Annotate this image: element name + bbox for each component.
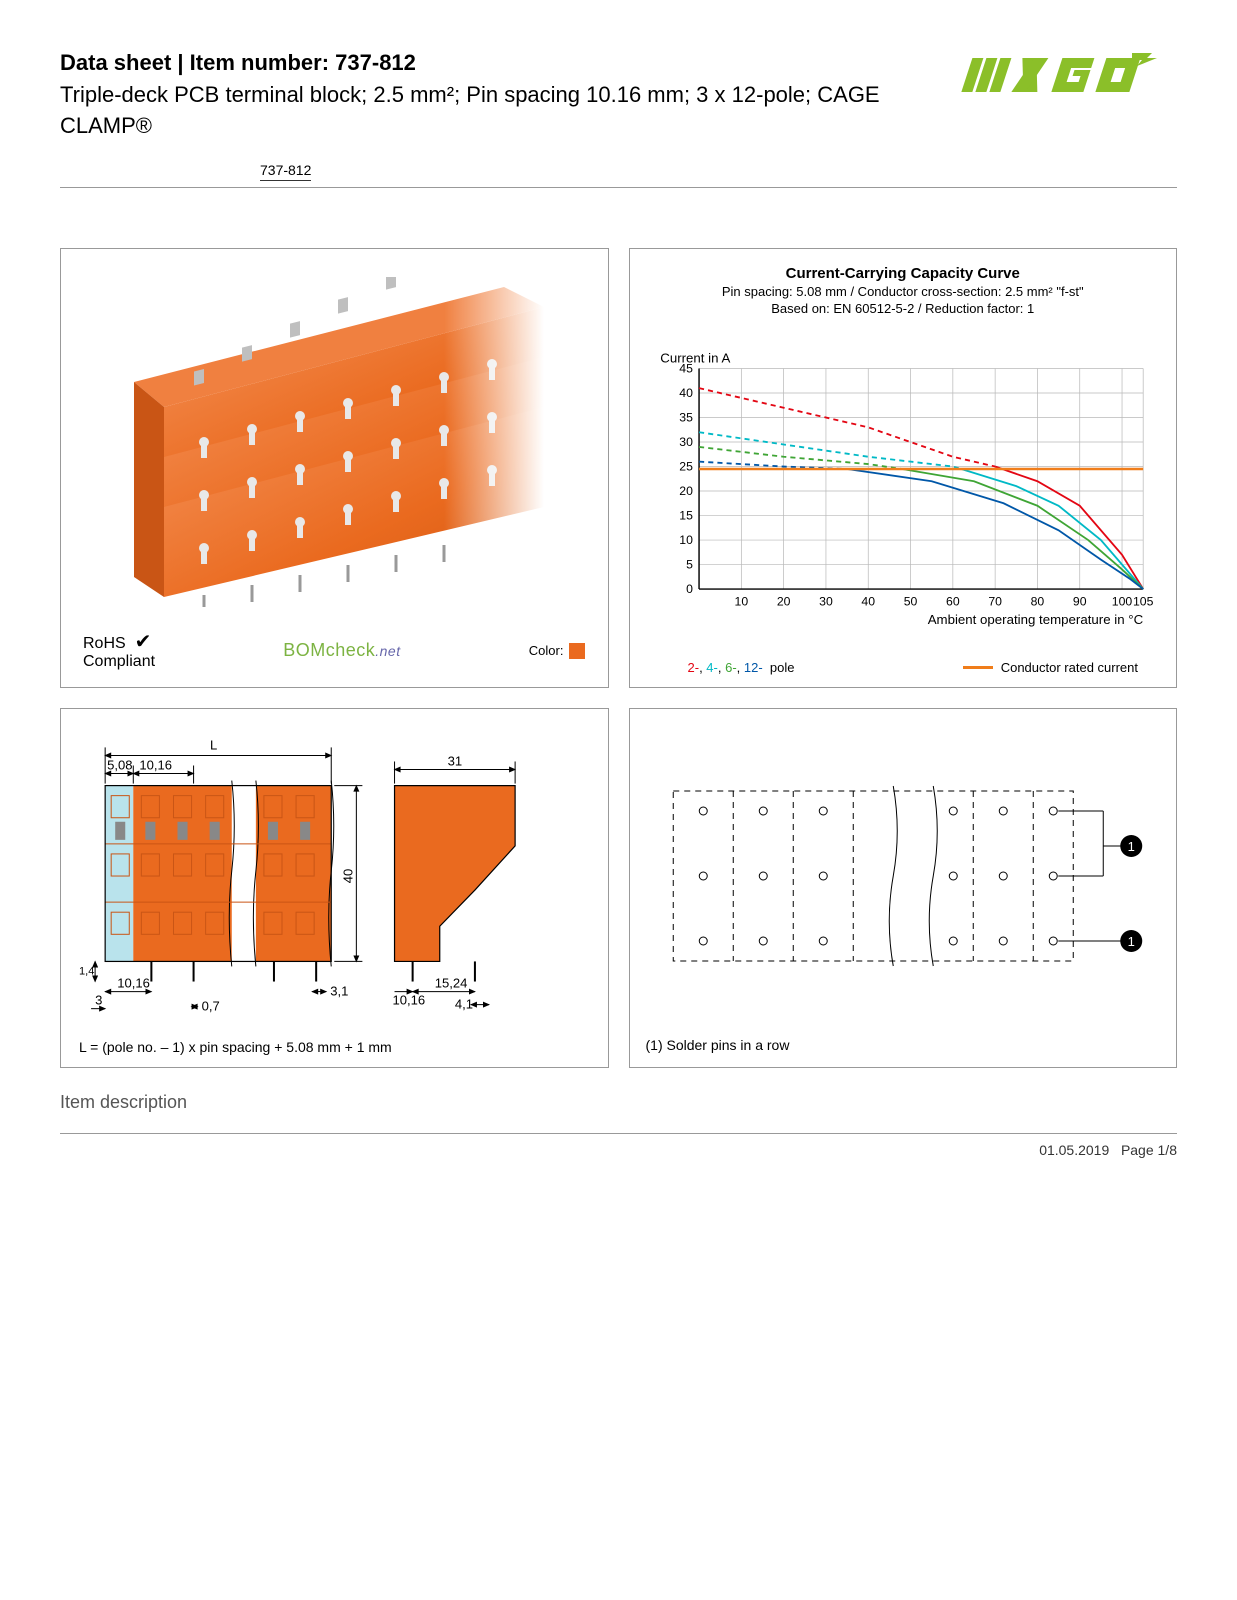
svg-text:30: 30 [679,435,693,449]
dim-1524: 15,24 [435,975,468,990]
bomcheck-text: BOMcheck [283,640,375,660]
rohs-compliant: Compliant [83,653,155,670]
svg-text:90: 90 [1072,594,1086,608]
dim-14: 1,4 [79,965,94,977]
chart-panel: Current-Carrying Capacity Curve Pin spac… [629,248,1178,688]
svg-text:35: 35 [679,410,693,424]
page-title: Data sheet | Item number: 737-812 [60,50,937,76]
callout-1b: 1 [1127,934,1134,949]
svg-text:Current in A: Current in A [660,350,730,365]
dim-1016a: 10,16 [139,757,172,772]
header-divider [60,187,1177,188]
title-item-label: Item number: [190,50,329,75]
chart-area: Current in A 0 5 10 15 20 25 30 35 40 45 10 20 30 40 50… [648,326,1159,652]
chart-subtitle-1: Pin spacing: 5.08 mm / Conductor cross-s… [648,284,1159,299]
content-grid: RoHS ✔ Compliant BOMcheck.net Color: Cur… [60,248,1177,1068]
page-footer: 01.05.2019 Page 1/8 [60,1142,1177,1158]
dim-1016c: 10,16 [393,992,426,1007]
tech-drawing-panel: L 5,08 10,16 40 3 [60,708,609,1068]
footprint-panel: 1 1 (1) Solder pins in a row [629,708,1178,1068]
svg-text:Ambient operating temperature: Ambient operating temperature in °C [927,611,1143,626]
product-footer: RoHS ✔ Compliant BOMcheck.net Color: [73,623,596,675]
svg-text:10: 10 [679,533,693,547]
dim-508: 5,08 [107,757,132,772]
header-text: Data sheet | Item number: 737-812 Triple… [60,50,937,142]
svg-text:40: 40 [679,386,693,400]
footer-divider [60,1133,1177,1134]
svg-text:80: 80 [1030,594,1044,608]
description: Triple-deck PCB terminal block; 2.5 mm²;… [60,80,937,142]
chart-title: Current-Carrying Capacity Curve [648,265,1159,282]
title-prefix: Data sheet [60,50,171,75]
svg-text:25: 25 [679,459,693,473]
svg-text:100: 100 [1111,594,1132,608]
dim-31b: 3,1 [330,983,348,998]
footprint-note: (1) Solder pins in a row [642,1031,1165,1055]
footer-page: Page 1/8 [1121,1142,1177,1158]
svg-text:45: 45 [679,361,693,375]
dim-31: 31 [448,753,463,768]
length-formula: L = (pole no. – 1) x pin spacing + 5.08 … [73,1039,596,1055]
chart-subtitle-2: Based on: EN 60512-5-2 / Reduction facto… [648,301,1159,316]
svg-text:5: 5 [686,557,693,571]
item-number-badge[interactable]: 737-812 [260,162,311,181]
footprint-drawing: 1 1 [642,721,1165,1031]
svg-text:20: 20 [679,484,693,498]
color-label-text: Color: [529,643,564,658]
color-indicator: Color: [529,643,586,659]
legend-poles: 2-, 4-, 6-, 12- pole [688,660,795,675]
dim-1016b: 10,16 [117,975,150,990]
svg-text:40: 40 [861,594,875,608]
svg-text:70: 70 [988,594,1002,608]
section-heading: Item description [60,1092,1177,1113]
title-item-number: 737-812 [335,50,416,75]
svg-text:30: 30 [819,594,833,608]
title-sep: | [171,50,189,75]
svg-text:50: 50 [903,594,917,608]
dim-3: 3 [95,992,102,1007]
rohs-label: RoHS [83,635,126,652]
footer-date: 01.05.2019 [1039,1142,1109,1158]
svg-text:105: 105 [1132,594,1153,608]
check-icon: ✔ [135,631,152,653]
product-photo-panel: RoHS ✔ Compliant BOMcheck.net Color: [60,248,609,688]
dim-07: 0,7 [202,998,220,1013]
svg-text:10: 10 [734,594,748,608]
header: Data sheet | Item number: 737-812 Triple… [60,50,1177,142]
wago-logo [957,50,1177,105]
tech-drawing: L 5,08 10,16 40 3 [73,721,596,1021]
legend-line-icon [963,666,993,669]
bomcheck-suffix: .net [375,643,400,659]
dim-40: 40 [340,868,355,883]
svg-text:0: 0 [686,582,693,596]
legend-rated-text: Conductor rated current [1001,660,1138,675]
legend-rated: Conductor rated current [963,660,1138,675]
color-swatch [569,643,585,659]
dim-41: 4,1 [455,996,473,1011]
rohs-badge: RoHS ✔ Compliant [83,631,155,671]
bomcheck-logo: BOMcheck.net [283,640,400,661]
svg-text:60: 60 [946,594,960,608]
chart-legend: 2-, 4-, 6-, 12- pole Conductor rated cur… [648,660,1159,675]
product-image [73,261,596,623]
svg-text:15: 15 [679,508,693,522]
dim-L: L [210,737,217,752]
svg-text:20: 20 [776,594,790,608]
callout-1a: 1 [1127,839,1134,854]
